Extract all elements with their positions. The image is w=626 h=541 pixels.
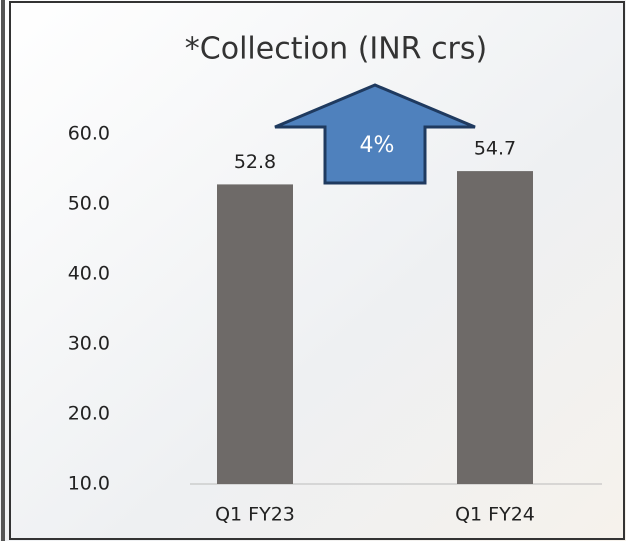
growth-arrow bbox=[274, 83, 476, 185]
y-tick-label: 30.0 bbox=[68, 333, 110, 355]
bar bbox=[217, 184, 293, 484]
growth-label: 4% bbox=[360, 133, 395, 158]
value-label: 54.7 bbox=[474, 138, 516, 160]
y-tick-label: 20.0 bbox=[68, 403, 110, 425]
y-tick-label: 60.0 bbox=[68, 123, 110, 145]
bar bbox=[457, 171, 533, 484]
x-tick-label: Q1 FY24 bbox=[455, 504, 535, 526]
y-tick-label: 10.0 bbox=[68, 473, 110, 495]
x-tick-label: Q1 FY23 bbox=[215, 504, 295, 526]
frame bbox=[9, 1, 625, 540]
value-label: 52.8 bbox=[234, 151, 276, 173]
chart-title: *Collection (INR crs) bbox=[185, 32, 487, 67]
y-tick-label: 40.0 bbox=[68, 263, 110, 285]
y-tick-label: 50.0 bbox=[68, 193, 110, 215]
